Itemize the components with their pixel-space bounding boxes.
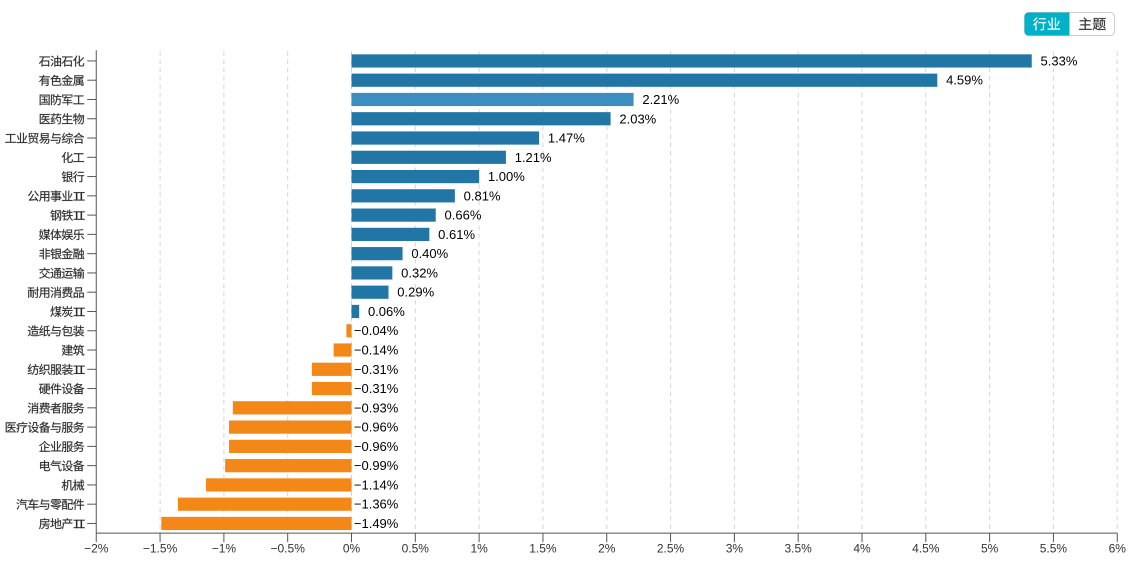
svg-text:−1.36%: −1.36% bbox=[354, 497, 399, 512]
svg-text:5.5%: 5.5% bbox=[1040, 542, 1068, 556]
svg-text:0.66%: 0.66% bbox=[445, 208, 482, 223]
svg-text:0.32%: 0.32% bbox=[401, 265, 438, 280]
svg-text:1.47%: 1.47% bbox=[548, 131, 585, 146]
svg-text:3%: 3% bbox=[726, 542, 744, 556]
svg-text:−0.96%: −0.96% bbox=[354, 420, 399, 435]
svg-text:−1.14%: −1.14% bbox=[354, 477, 399, 492]
svg-text:−0.04%: −0.04% bbox=[354, 323, 399, 338]
svg-text:4%: 4% bbox=[853, 542, 871, 556]
svg-text:0%: 0% bbox=[343, 542, 361, 556]
svg-text:2.5%: 2.5% bbox=[657, 542, 685, 556]
svg-text:5%: 5% bbox=[981, 542, 999, 556]
svg-text:0.61%: 0.61% bbox=[438, 227, 475, 242]
svg-text:1%: 1% bbox=[470, 542, 488, 556]
svg-text:0.29%: 0.29% bbox=[397, 285, 434, 300]
svg-text:−0.31%: −0.31% bbox=[354, 381, 399, 396]
svg-text:−2%: −2% bbox=[84, 542, 109, 556]
svg-text:0.40%: 0.40% bbox=[411, 246, 448, 261]
svg-text:−1%: −1% bbox=[212, 542, 237, 556]
svg-text:5.33%: 5.33% bbox=[1041, 53, 1078, 68]
svg-text:6%: 6% bbox=[1109, 542, 1127, 556]
svg-text:4.59%: 4.59% bbox=[946, 73, 983, 88]
svg-text:1.00%: 1.00% bbox=[488, 169, 525, 184]
svg-text:1.5%: 1.5% bbox=[529, 542, 557, 556]
svg-text:−0.5%: −0.5% bbox=[271, 542, 306, 556]
svg-text:0.5%: 0.5% bbox=[402, 542, 430, 556]
svg-text:−0.96%: −0.96% bbox=[354, 439, 399, 454]
svg-text:2.21%: 2.21% bbox=[642, 92, 679, 107]
svg-text:2%: 2% bbox=[598, 542, 616, 556]
svg-text:3.5%: 3.5% bbox=[785, 542, 813, 556]
svg-text:−1.49%: −1.49% bbox=[354, 516, 399, 531]
svg-text:−0.31%: −0.31% bbox=[354, 362, 399, 377]
svg-text:0.81%: 0.81% bbox=[464, 188, 501, 203]
svg-text:−0.93%: −0.93% bbox=[354, 400, 399, 415]
svg-text:4.5%: 4.5% bbox=[912, 542, 940, 556]
svg-text:2.03%: 2.03% bbox=[619, 111, 656, 126]
svg-text:1.21%: 1.21% bbox=[515, 150, 552, 165]
svg-text:−0.99%: −0.99% bbox=[354, 458, 399, 473]
svg-text:0.06%: 0.06% bbox=[368, 304, 405, 319]
svg-text:−0.14%: −0.14% bbox=[354, 343, 399, 358]
svg-text:−1.5%: −1.5% bbox=[143, 542, 178, 556]
